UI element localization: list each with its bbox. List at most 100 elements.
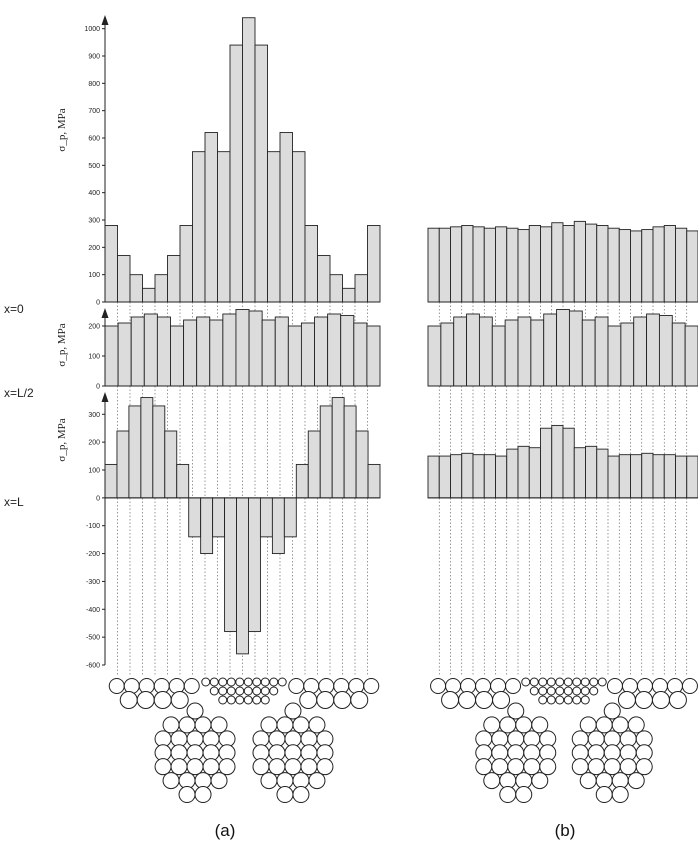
bar (254, 44, 268, 303)
wire (260, 686, 270, 696)
wire (284, 758, 302, 776)
wire (252, 677, 262, 687)
wire (162, 772, 180, 790)
bar (573, 220, 586, 303)
rope-cross-section-b (430, 677, 698, 804)
wire (154, 758, 172, 776)
wire (475, 758, 493, 776)
wire (521, 677, 531, 687)
wire (603, 702, 621, 720)
bar (176, 463, 190, 499)
wire (316, 691, 335, 709)
bar (556, 309, 570, 387)
wire (218, 686, 228, 696)
wire (260, 716, 278, 734)
wire (580, 695, 590, 705)
wire (531, 772, 549, 790)
bar (686, 230, 698, 303)
y-tick-label: 200 (88, 324, 100, 331)
wire (183, 678, 200, 694)
wire (243, 695, 253, 705)
bar (472, 226, 485, 303)
bar (585, 445, 598, 499)
wire (539, 758, 557, 776)
wire (226, 695, 236, 705)
bar (663, 225, 676, 303)
wire (269, 686, 279, 696)
wire (597, 677, 607, 687)
bar (440, 322, 455, 387)
wire (505, 678, 522, 694)
wire (555, 686, 565, 696)
bar (641, 229, 654, 303)
wire (523, 758, 541, 776)
wire (252, 758, 270, 776)
wire (483, 716, 501, 734)
bar (491, 325, 506, 387)
wire (538, 677, 548, 687)
bar (528, 225, 541, 303)
bar (235, 309, 250, 387)
wire (619, 758, 637, 776)
bar (104, 225, 118, 303)
wire (308, 716, 326, 734)
wire (555, 677, 565, 687)
bar (551, 222, 564, 303)
wire (277, 677, 287, 687)
bar (353, 322, 368, 387)
bar (596, 448, 609, 499)
bar (652, 226, 665, 303)
bar (562, 225, 575, 303)
bar (143, 313, 158, 387)
wire (606, 678, 623, 694)
y-tick-label: 100 (88, 468, 100, 475)
wire (218, 758, 236, 776)
y-axis-label: σ_p, MPa (56, 418, 68, 461)
bar (300, 322, 315, 387)
wire (299, 691, 318, 709)
bar (517, 229, 530, 303)
bar (540, 226, 553, 303)
wire (226, 677, 236, 687)
y-tick-label: 400 (88, 190, 100, 197)
wire (218, 695, 228, 705)
wire (292, 786, 310, 804)
y-tick-label: 200 (88, 245, 100, 252)
y-tick-label: 100 (88, 272, 100, 279)
wire (634, 691, 653, 709)
wire (571, 758, 589, 776)
wire (507, 758, 525, 776)
wire (268, 758, 286, 776)
wire (572, 686, 582, 696)
wire (587, 758, 605, 776)
y-tick-label: 500 (88, 163, 100, 170)
bar (154, 274, 168, 303)
row-label-x0: x=0 (4, 302, 24, 316)
bar (594, 316, 609, 387)
bar (528, 447, 541, 499)
bar (319, 405, 333, 499)
wire (170, 691, 189, 709)
bar (671, 322, 686, 387)
wire (209, 677, 219, 687)
bar (212, 497, 226, 538)
wire (136, 691, 155, 709)
bar (343, 405, 357, 499)
bar (279, 132, 293, 303)
y-tick-label: 0 (96, 300, 100, 307)
bar (196, 316, 211, 387)
wire (243, 677, 253, 687)
wire (490, 678, 507, 694)
wire (491, 758, 509, 776)
wire (300, 758, 318, 776)
wire (579, 716, 597, 734)
bar (129, 274, 143, 303)
wire (492, 691, 511, 709)
row-label-xl: x=L (4, 495, 24, 509)
bar (438, 455, 451, 499)
wire (668, 691, 687, 709)
bar (607, 455, 620, 499)
y-tick-label: -200 (86, 551, 100, 558)
y-tick-label: -300 (86, 579, 100, 586)
wire (218, 677, 228, 687)
